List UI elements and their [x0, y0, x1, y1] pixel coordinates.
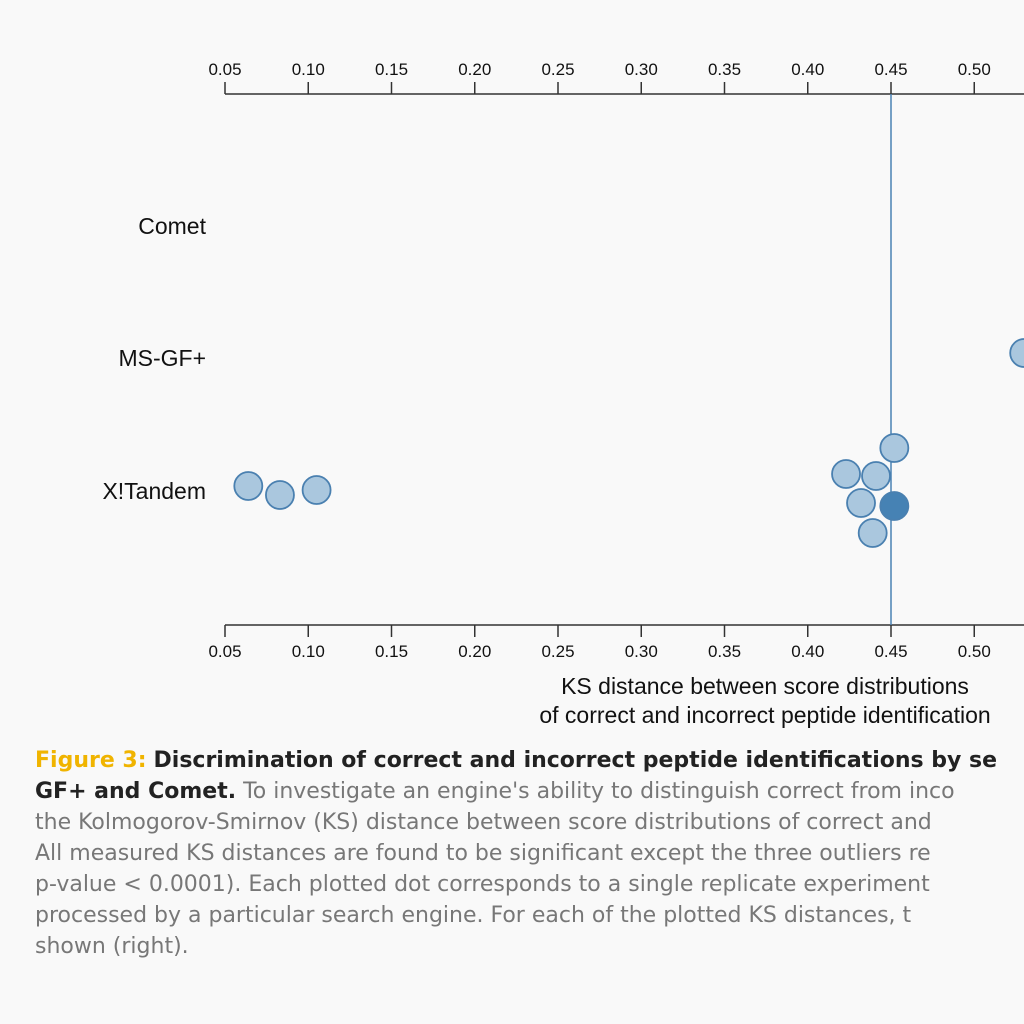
bottom-tick-label: 0.25 — [541, 642, 574, 661]
bottom-x-axis: 0.05 0.10 0.15 0.20 0.25 0.30 0.35 0.40 0.45 0.50 — [208, 624, 1024, 661]
bottom-tick-label: 0.20 — [458, 642, 491, 661]
data-point — [831, 459, 861, 489]
caption-text-line6: shown (right). — [35, 934, 189, 959]
top-tick-label: 0.40 — [791, 60, 824, 79]
ks-distance-chart: 0.05 0.10 0.15 0.20 0.25 0.30 0.35 0.40 0.45 0.50… — [102, 60, 1024, 728]
caption-line-1: Figure 3: Discrimination of correct and … — [35, 745, 1024, 776]
data-point — [301, 475, 332, 505]
x-axis-title-line1: KS distance between score distributions — [561, 673, 969, 699]
top-tick-label: 0.25 — [541, 60, 574, 79]
top-tick-label: 0.30 — [625, 60, 658, 79]
bottom-tick-label: 0.35 — [708, 642, 741, 661]
bottom-tick-label: 0.50 — [958, 642, 991, 661]
figure-caption: Figure 3: Discrimination of correct and … — [35, 745, 1024, 962]
caption-text-line5: processed by a particular search engine.… — [35, 903, 912, 928]
top-tick-label: 0.50 — [958, 60, 991, 79]
bottom-tick-label: 0.15 — [375, 642, 408, 661]
top-tick-label: 0.05 — [208, 60, 241, 79]
top-x-axis: 0.05 0.10 0.15 0.20 0.25 0.30 0.35 0.40 0.45 0.50 — [208, 60, 1024, 95]
data-point — [233, 471, 264, 501]
caption-text-line2: the Kolmogorov-Smirnov (KS) distance bet… — [35, 810, 932, 835]
bottom-tick-label: 0.10 — [292, 642, 325, 661]
data-point — [879, 433, 910, 463]
data-point — [265, 480, 295, 510]
caption-line-2: GF+ and Comet. To investigate an engine'… — [35, 776, 1024, 807]
x-axis-title-line2: of correct and incorrect peptide identif… — [539, 702, 990, 728]
caption-text-line1: To investigate an engine's ability to di… — [243, 779, 955, 804]
row-label-msgf: MS-GF+ — [118, 345, 206, 371]
highlighted-data-point — [879, 491, 910, 521]
top-tick-label: 0.20 — [458, 60, 491, 79]
data-point — [857, 518, 888, 548]
caption-text-line3: All measured KS distances are found to b… — [35, 841, 931, 866]
row-label-xtandem: X!Tandem — [102, 478, 206, 504]
bottom-tick-label: 0.30 — [625, 642, 658, 661]
top-tick-label: 0.15 — [375, 60, 408, 79]
figure-title-part1: Discrimination of correct and incorrect … — [153, 748, 998, 773]
bottom-tick-label: 0.05 — [208, 642, 241, 661]
figure-label: Figure 3: — [35, 748, 147, 773]
figure-title-part2: GF+ and Comet. — [35, 779, 237, 804]
top-tick-label: 0.10 — [292, 60, 325, 79]
data-point — [846, 488, 876, 518]
row-label-comet: Comet — [138, 213, 206, 239]
data-points — [233, 338, 1024, 548]
row-labels: Comet MS-GF+ X!Tandem — [102, 213, 206, 504]
data-point — [861, 461, 891, 491]
bottom-tick-label: 0.45 — [874, 642, 907, 661]
top-tick-label: 0.45 — [874, 60, 907, 79]
top-tick-label: 0.35 — [708, 60, 741, 79]
data-point — [1009, 338, 1024, 368]
caption-text-line4: p-value < 0.0001). Each plotted dot corr… — [35, 872, 930, 897]
bottom-tick-label: 0.40 — [791, 642, 824, 661]
